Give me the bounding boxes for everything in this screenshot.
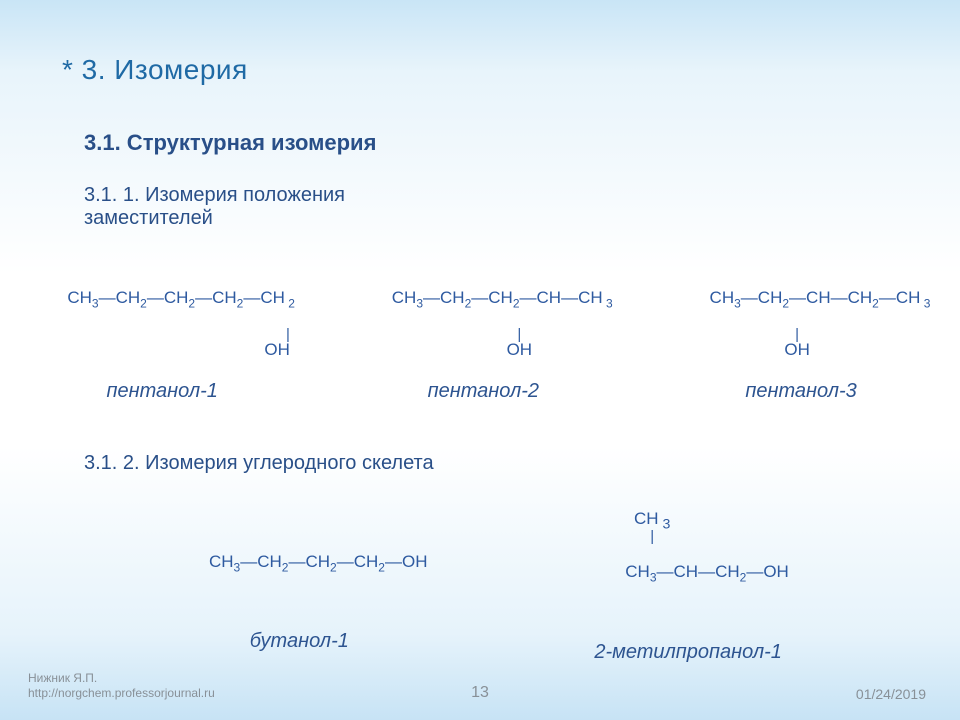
formula-pentanol-3: CH3—CH2—CH—CH2—CH 3 <box>672 268 931 330</box>
oh-group: OH <box>784 341 810 358</box>
footer-author-block: Нижник Я.П. http://norgchem.professorjou… <box>28 671 215 702</box>
oh-group: OH <box>507 341 533 358</box>
formula-pentanol-2: CH3—CH2—CH2—CH—CH 3 <box>354 268 613 330</box>
subheading-3-1: 3.1. Структурная изомерия <box>84 130 376 156</box>
name-pentanol-1: пентанол-1 <box>106 380 217 403</box>
slide: * 3. Изомерия 3.1. Структурная изомерия … <box>0 0 960 720</box>
subsubheading-3-1-2: 3.1. 2. Изомерия углеродного скелета <box>84 452 434 475</box>
slide-title: * 3. Изомерия <box>62 54 248 86</box>
molecule-2-methylpropanol-1: CH 3 | CH3—CH—CH2—OH 2-метилпропанол-1 <box>587 510 788 664</box>
isomer-row-1: CH3—CH2—CH2—CH2—CH 2 | OH пентанол-1 CH3… <box>0 268 960 403</box>
isomer-row-2: CH3—CH2—CH2—CH2—OH бутанол-1 CH 3 | CH3—… <box>0 510 960 664</box>
footer-date: 01/24/2019 <box>856 686 926 702</box>
name-pentanol-2: пентанол-2 <box>428 380 539 403</box>
name-pentanol-3: пентанол-3 <box>745 380 856 403</box>
molecule-pentanol-1: CH3—CH2—CH2—CH2—CH 2 | OH пентанол-1 <box>30 268 295 403</box>
subsubheading-3-1-1: 3.1. 1. Изомерия положения заместителей <box>84 184 464 230</box>
oh-group: OH <box>264 341 290 358</box>
molecule-pentanol-3: CH3—CH2—CH—CH2—CH 3 | OH пентанол-3 <box>672 268 931 403</box>
name-2-methylpropanol-1: 2-метилпропанол-1 <box>594 641 782 664</box>
formula-2-methylpropanol-1: CH3—CH—CH2—OH <box>587 543 788 605</box>
molecule-pentanol-2: CH3—CH2—CH2—CH—CH 3 | OH пентанол-2 <box>354 268 613 403</box>
footer-page-number: 13 <box>471 684 489 702</box>
name-butanol-1: бутанол-1 <box>250 630 349 653</box>
formula-butanol-1: CH3—CH2—CH2—CH2—OH <box>171 532 427 594</box>
footer-url: http://norgchem.professorjournal.ru <box>28 686 215 702</box>
footer-author: Нижник Я.П. <box>28 671 215 687</box>
molecule-butanol-1: CH3—CH2—CH2—CH2—OH бутанол-1 <box>171 510 427 653</box>
formula-pentanol-1: CH3—CH2—CH2—CH2—CH 2 <box>30 268 295 330</box>
bond-line-icon: | <box>650 531 654 543</box>
